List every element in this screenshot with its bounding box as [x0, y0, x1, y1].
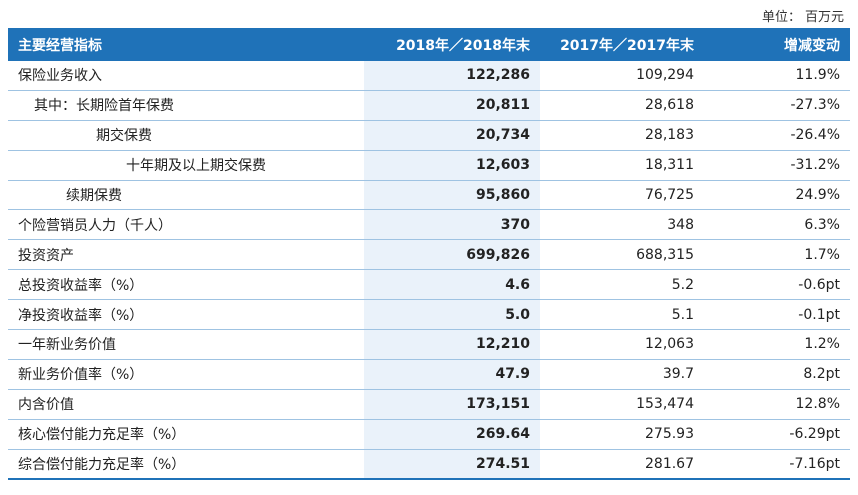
- table-row: 期交保费 20,734 28,183 -26.4%: [8, 120, 850, 151]
- change-value: -6.29pt: [704, 419, 850, 450]
- value-2018: 699,826: [364, 239, 540, 271]
- table-row: 投资资产 699,826 688,315 1.7%: [8, 239, 850, 271]
- change-value: 1.7%: [704, 239, 850, 271]
- value-2018: 20,811: [364, 90, 540, 121]
- header-2018: 2018年／2018年末: [364, 28, 540, 61]
- row-label: 一年新业务价值: [8, 329, 364, 360]
- value-2017: 109,294: [540, 61, 704, 91]
- value-2017: 5.1: [540, 299, 704, 331]
- value-2017: 348: [540, 209, 704, 241]
- row-label: 其中：长期险首年保费: [8, 90, 364, 121]
- value-2018: 12,603: [364, 150, 540, 181]
- value-2017: 28,183: [540, 120, 704, 151]
- row-label: 新业务价值率（%）: [8, 359, 364, 390]
- table-row: 个险营销员人力（千人） 370 348 6.3%: [8, 209, 850, 241]
- change-value: -26.4%: [704, 120, 850, 151]
- value-2018: 47.9: [364, 359, 540, 390]
- value-2017: 39.7: [540, 359, 704, 390]
- table-row: 核心偿付能力充足率（%） 269.64 275.93 -6.29pt: [8, 419, 850, 450]
- value-2017: 688,315: [540, 239, 704, 271]
- table-row: 续期保费 95,860 76,725 24.9%: [8, 180, 850, 211]
- header-2017: 2017年／2017年末: [540, 28, 704, 61]
- row-label: 综合偿付能力充足率（%）: [8, 449, 364, 481]
- value-2017: 28,618: [540, 90, 704, 121]
- value-2017: 281.67: [540, 449, 704, 481]
- change-value: -0.1pt: [704, 299, 850, 331]
- change-value: 8.2pt: [704, 359, 850, 390]
- row-label: 内含价值: [8, 389, 364, 420]
- value-2018: 20,734: [364, 120, 540, 151]
- row-label: 净投资收益率（%）: [8, 299, 364, 331]
- table-row: 综合偿付能力充足率（%） 274.51 281.67 -7.16pt: [8, 449, 850, 481]
- table-row: 新业务价值率（%） 47.9 39.7 8.2pt: [8, 359, 850, 390]
- value-2018: 269.64: [364, 419, 540, 450]
- key-indicators-table: 主要经营指标 2018年／2018年末 2017年／2017年末 增减变动 保险…: [8, 28, 850, 481]
- table-row: 一年新业务价值 12,210 12,063 1.2%: [8, 329, 850, 360]
- unit-label: 单位：: [761, 10, 801, 25]
- change-value: 11.9%: [704, 61, 850, 91]
- row-label: 核心偿付能力充足率（%）: [8, 419, 364, 450]
- row-label: 投资资产: [8, 239, 364, 271]
- value-2017: 18,311: [540, 150, 704, 181]
- table-body: 保险业务收入 122,286 109,294 11.9% 其中：长期险首年保费 20,81…: [8, 61, 850, 481]
- value-2017: 12,063: [540, 329, 704, 360]
- row-label: 续期保费: [8, 180, 364, 211]
- change-value: 12.8%: [704, 389, 850, 420]
- value-2018: 4.6: [364, 269, 540, 301]
- value-2018: 370: [364, 209, 540, 241]
- table-row: 总投资收益率（%） 4.6 5.2 -0.6pt: [8, 269, 850, 301]
- value-2017: 275.93: [540, 419, 704, 450]
- change-value: -31.2%: [704, 150, 850, 181]
- row-label: 个险营销员人力（千人）: [8, 209, 364, 241]
- row-label: 总投资收益率（%）: [8, 269, 364, 301]
- unit-value: 百万元: [804, 10, 844, 25]
- change-value: -7.16pt: [704, 449, 850, 481]
- value-2018: 5.0: [364, 299, 540, 331]
- value-2018: 173,151: [364, 389, 540, 420]
- table-row: 十年期及以上期交保费 12,603 18,311 -31.2%: [8, 150, 850, 181]
- unit-note: 单位： 百万元: [758, 6, 844, 25]
- row-label: 期交保费: [8, 120, 364, 151]
- value-2018: 274.51: [364, 449, 540, 481]
- table-row: 净投资收益率（%） 5.0 5.1 -0.1pt: [8, 299, 850, 331]
- table-row: 其中：长期险首年保费 20,811 28,618 -27.3%: [8, 90, 850, 121]
- change-value: -0.6pt: [704, 269, 850, 301]
- row-label: 保险业务收入: [8, 61, 364, 91]
- header-change: 增减变动: [704, 28, 850, 61]
- value-2018: 12,210: [364, 329, 540, 360]
- header-indicator: 主要经营指标: [8, 28, 364, 61]
- value-2018: 122,286: [364, 61, 540, 91]
- table-header-row: 主要经营指标 2018年／2018年末 2017年／2017年末 增减变动: [8, 28, 850, 61]
- table-row: 内含价值 173,151 153,474 12.8%: [8, 389, 850, 420]
- value-2017: 153,474: [540, 389, 704, 420]
- change-value: 1.2%: [704, 329, 850, 360]
- value-2017: 76,725: [540, 180, 704, 211]
- table-row: 保险业务收入 122,286 109,294 11.9%: [8, 61, 850, 91]
- row-label: 十年期及以上期交保费: [8, 150, 364, 181]
- change-value: 24.9%: [704, 180, 850, 211]
- change-value: 6.3%: [704, 209, 850, 241]
- value-2018: 95,860: [364, 180, 540, 211]
- change-value: -27.3%: [704, 90, 850, 121]
- value-2017: 5.2: [540, 269, 704, 301]
